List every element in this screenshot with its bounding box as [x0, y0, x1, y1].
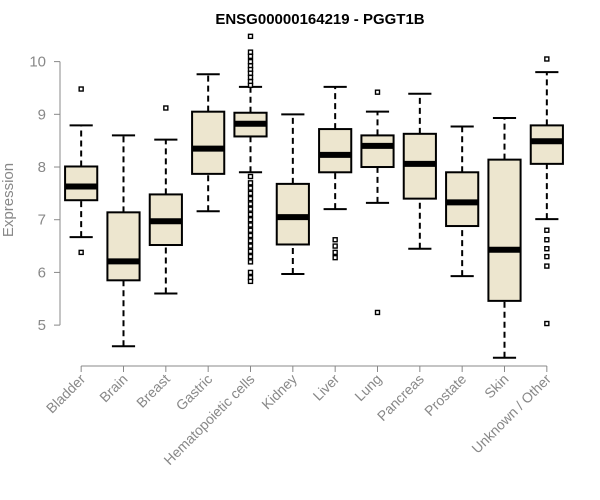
outlier-point [544, 253, 550, 260]
outlier-point [247, 173, 254, 180]
outlier-point [247, 217, 254, 223]
outlier-point [247, 211, 254, 218]
box-unknown-other [529, 56, 564, 327]
y-axis: 5 6 7 8 9 10 [29, 54, 61, 334]
outlier-point [332, 254, 338, 261]
outlier-point [247, 227, 254, 233]
iqr-box [106, 211, 141, 282]
y-tick-label: 9 [38, 106, 46, 123]
y-tick-label: 5 [38, 317, 46, 334]
box-skin [487, 117, 522, 359]
outlier-point [247, 259, 254, 265]
chart-title: ENSG00000164219 - PGGT1B [215, 11, 424, 28]
outlier-point [544, 237, 550, 243]
box-kidney [275, 113, 310, 275]
outlier-point [247, 243, 254, 249]
outlier-point [247, 278, 254, 285]
outlier-point [332, 237, 338, 243]
outlier-point [247, 195, 254, 202]
iqr-box [445, 171, 480, 228]
outlier-point [544, 227, 550, 233]
y-tick-label: 8 [38, 159, 46, 176]
y-tick-label: 10 [29, 54, 46, 71]
iqr-box [487, 158, 522, 302]
x-tick-label: Prostate [421, 371, 469, 419]
outlier-point [247, 238, 254, 244]
outlier-point [247, 185, 254, 191]
outlier-point [332, 249, 338, 256]
outlier-point [247, 248, 254, 255]
box-liver [318, 85, 353, 261]
box-bladder [64, 86, 99, 256]
x-tick-label: Breast [133, 371, 173, 411]
outlier-point [332, 243, 338, 249]
outlier-point [247, 49, 254, 55]
box-gastric [191, 73, 226, 213]
outlier-point [247, 180, 254, 186]
box-lung [360, 89, 395, 316]
x-tick-label: Lung [351, 371, 384, 404]
outlier-point [247, 206, 254, 212]
y-tick-label: 6 [38, 264, 46, 281]
outlier-point [247, 201, 254, 207]
x-tick-label: Skin [481, 371, 512, 402]
iqr-box [318, 128, 353, 174]
outlier-point [247, 269, 254, 276]
boxes-group [64, 33, 564, 359]
box-breast [148, 105, 183, 295]
outlier-point [78, 249, 84, 256]
outlier-point [247, 253, 254, 260]
outlier-point [247, 232, 254, 239]
x-tick-label: Kidney [258, 371, 300, 413]
x-tick-label: Bladder [43, 371, 89, 417]
iqr-box [64, 165, 99, 202]
iqr-box [529, 124, 564, 165]
outlier-point [544, 263, 550, 269]
y-axis-label: Expression [0, 163, 17, 237]
outlier-point [544, 56, 550, 62]
iqr-box [191, 110, 226, 175]
box-pancreas [402, 92, 437, 250]
outlier-point [247, 33, 254, 40]
outlier-point [247, 222, 254, 228]
outlier-point [544, 245, 550, 252]
x-tick-label: Liver [310, 371, 343, 404]
iqr-box [360, 134, 395, 169]
box-brain [106, 134, 141, 348]
outlier-point [544, 320, 550, 327]
outlier-point [163, 105, 169, 111]
outlier-point [247, 190, 254, 197]
x-tick-label: Pancreas [374, 371, 427, 424]
x-tick-label: Unknown / Other [468, 371, 554, 457]
outlier-point [247, 82, 254, 89]
outlier-point [247, 70, 254, 76]
y-tick-label: 7 [38, 212, 46, 229]
outlier-point [374, 89, 381, 95]
outlier-point [78, 86, 84, 92]
box-hematopoietic-cells [233, 33, 268, 285]
outlier-point [374, 309, 381, 316]
outlier-point [247, 74, 254, 81]
x-tick-label: Brain [96, 371, 130, 405]
box-prostate [445, 125, 480, 278]
outlier-point [247, 53, 254, 60]
outlier-point [247, 58, 254, 65]
